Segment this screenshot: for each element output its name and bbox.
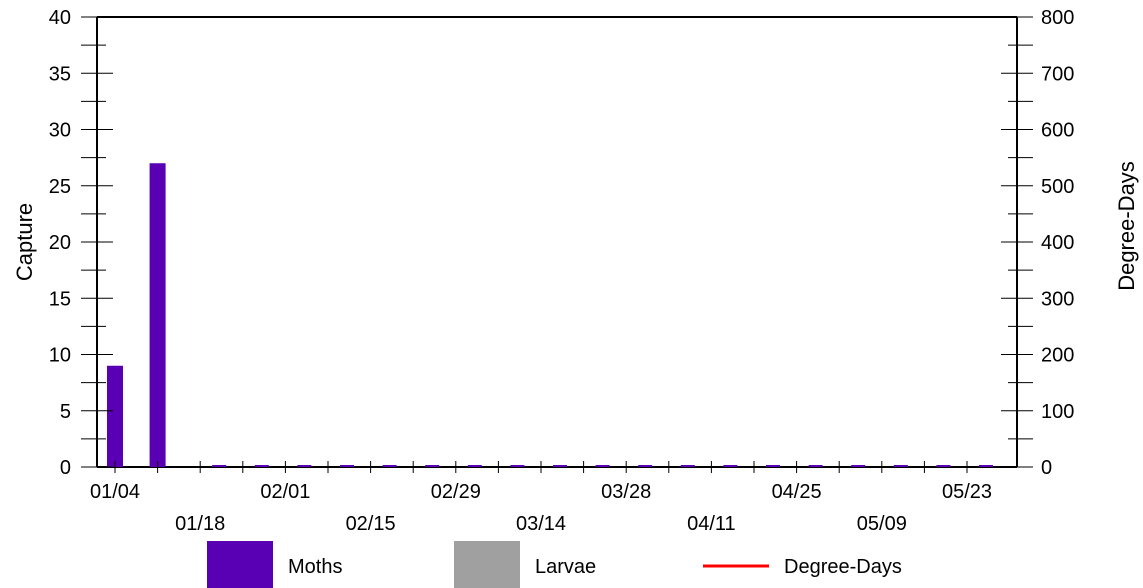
legend-swatch-larvae [454,541,520,588]
y-axis-right: 0 100 200 300 400 500 600 700 800 [1001,7,1074,479]
x-axis: 01/04 02/01 02/29 03/28 04/25 05/23 01/18 02/15… [90,461,992,535]
moths-bar [107,365,123,467]
moths-bar [149,163,166,467]
y-axis-title: Capture [12,203,37,281]
y2-tick-label: 400 [1041,232,1074,254]
x-tick-label: 04/25 [772,481,822,503]
moths-bar [893,465,908,467]
legend-label-degree-days: Degree-Days [784,556,902,578]
moths-bar [766,465,780,467]
y-tick-label: 5 [60,401,71,423]
x-tick-label: 02/01 [260,481,310,503]
legend-label-moths: Moths [288,556,342,578]
x-tick-label: 04/11 [687,513,736,535]
legend-label-larvae: Larvae [535,556,596,578]
moths-bar [382,465,397,467]
moths-bar [723,465,738,467]
moths-bar [340,465,354,467]
y-tick-label: 35 [49,63,71,85]
moths-bar [979,465,993,467]
y-tick-label: 30 [49,120,71,142]
moths-bar [212,465,227,467]
legend-swatch-moths [207,541,273,588]
moths-bar [254,465,269,467]
x-tick-label: 05/09 [857,513,907,535]
y-tick-label: 15 [49,288,71,310]
moths-bar [851,465,866,467]
moths-bar [510,465,525,467]
y2-tick-label: 700 [1041,63,1074,85]
x-tick-label: 01/04 [90,481,140,503]
y-axis-left: 0 5 10 15 20 25 30 35 40 [49,7,113,479]
x-tick-label: 05/23 [942,481,992,503]
x-tick-label: 03/28 [601,481,651,503]
bars [107,163,993,467]
moths-bar [595,465,610,467]
y-tick-label: 25 [49,176,71,198]
plot-frame [96,16,1018,468]
y2-tick-label: 100 [1041,401,1074,423]
x-tick-label: 03/14 [516,513,566,535]
y-tick-label: 40 [49,7,71,29]
y2-tick-label: 600 [1041,120,1074,142]
moths-bar [467,465,482,467]
moths-bar [638,465,653,467]
y-tick-label: 10 [49,345,71,367]
x-tick-label: 02/15 [346,513,396,535]
y2-tick-label: 800 [1041,7,1074,29]
moths-bar [425,465,440,467]
moths-bar [680,465,695,467]
moths-bar [936,465,951,467]
y2-axis-title: Degree-Days [1114,161,1139,291]
y2-tick-label: 0 [1041,457,1052,479]
y-tick-label: 20 [49,232,71,254]
x-tick-label: 02/29 [431,481,481,503]
y2-tick-label: 200 [1041,345,1074,367]
y2-tick-label: 500 [1041,176,1074,198]
x-tick-label: 01/18 [175,513,225,535]
moths-bar [553,465,567,467]
moths-bar [297,465,312,467]
y2-tick-label: 300 [1041,288,1074,310]
y-tick-label: 0 [60,457,71,479]
legend: Moths Larvae Degree-Days [207,541,902,588]
moths-bar [808,465,823,467]
